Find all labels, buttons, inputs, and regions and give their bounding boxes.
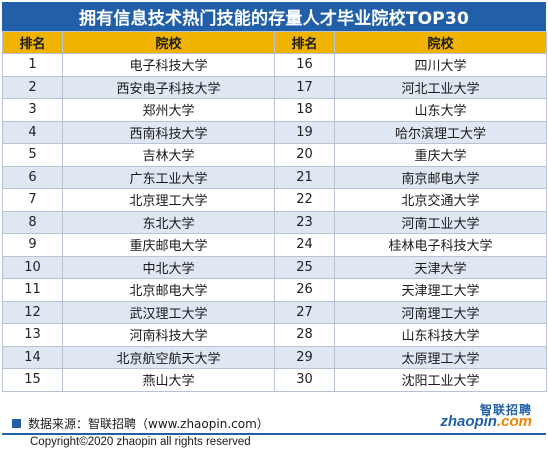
rank-cell: 7 [2,188,63,212]
school-cell: 太原理工大学 [334,345,547,369]
header-school-left: 院校 [62,31,275,54]
table-header-row: 排名 院校 排名 院校 [2,31,547,54]
rank-cell: 8 [2,210,63,234]
header-school-right: 院校 [334,31,547,54]
bullet-square-icon [12,418,21,428]
rank-cell: 12 [2,300,63,324]
rank-cell: 24 [274,233,335,257]
table-row: 2 西安电子科技大学 17 河北工业大学 [2,75,547,99]
rank-cell: 26 [274,278,335,302]
table-row: 6 广东工业大学 21 南京邮电大学 [2,165,547,189]
school-cell: 武汉理工大学 [62,300,275,324]
school-cell: 重庆大学 [334,143,547,167]
rank-cell: 2 [2,75,63,99]
school-cell: 北京邮电大学 [62,278,275,302]
logo-en-suffix: .com [496,413,532,430]
table-row: 7 北京理工大学 22 北京交通大学 [2,188,547,212]
rank-cell: 9 [2,233,63,257]
school-cell: 河南科技大学 [62,323,275,347]
school-cell: 电子科技大学 [62,53,275,77]
table-row: 13 河南科技大学 28 山东科技大学 [2,323,547,347]
school-cell: 重庆邮电大学 [62,233,275,257]
school-cell: 郑州大学 [62,98,275,122]
table-row: 9 重庆邮电大学 24 桂林电子科技大学 [2,233,547,257]
rank-cell: 14 [2,345,63,369]
rank-cell: 17 [274,75,335,99]
footer: 数据来源：智联招聘（www.zhaopin.com） 智联招聘 zhaopin.… [2,403,546,450]
logo-en-text: zhaopin.com [440,413,532,430]
school-cell: 吉林大学 [62,143,275,167]
rank-cell: 30 [274,368,335,392]
rank-cell: 25 [274,255,335,279]
rank-cell: 27 [274,300,335,324]
rank-cell: 3 [2,98,63,122]
school-cell: 山东大学 [334,98,547,122]
table-row: 12 武汉理工大学 27 河南理工大学 [2,300,547,324]
rank-cell: 21 [274,165,335,189]
copyright-text: Copyright©2020 zhaopin all rights reserv… [2,433,546,450]
table-row: 5 吉林大学 20 重庆大学 [2,143,547,167]
school-cell: 中北大学 [62,255,275,279]
rank-cell: 4 [2,120,63,144]
school-cell: 东北大学 [62,210,275,234]
school-cell: 河南工业大学 [334,210,547,234]
table-row: 10 中北大学 25 天津大学 [2,255,547,279]
school-cell: 西南科技大学 [62,120,275,144]
table-row: 14 北京航空航天大学 29 太原理工大学 [2,345,547,369]
source-line: 数据来源：智联招聘（www.zhaopin.com） [12,415,269,431]
table-body: 1 电子科技大学 16 四川大学 2 西安电子科技大学 17 河北工业大学 3 郑州大学 18 山东大… [2,53,547,392]
school-cell: 哈尔滨理工大学 [334,120,547,144]
zhaopin-logo: 智联招聘 zhaopin.com [420,401,532,435]
logo-en-main: zhaopin [440,413,497,430]
source-text: 数据来源：智联招聘（www.zhaopin.com） [28,416,269,431]
school-cell: 四川大学 [334,53,547,77]
rank-cell: 11 [2,278,63,302]
rank-cell: 15 [2,368,63,392]
header-rank-right: 排名 [274,31,335,54]
school-cell: 北京航空航天大学 [62,345,275,369]
table-row: 15 燕山大学 30 沈阳工业大学 [2,368,547,392]
table-row: 3 郑州大学 18 山东大学 [2,98,547,122]
table-row: 11 北京邮电大学 26 天津理工大学 [2,278,547,302]
rank-cell: 28 [274,323,335,347]
school-cell: 桂林电子科技大学 [334,233,547,257]
school-cell: 西安电子科技大学 [62,75,275,99]
rank-cell: 23 [274,210,335,234]
rank-cell: 20 [274,143,335,167]
table-row: 4 西南科技大学 19 哈尔滨理工大学 [2,120,547,144]
school-cell: 广东工业大学 [62,165,275,189]
table-row: 8 东北大学 23 河南工业大学 [2,210,547,234]
header-rank-left: 排名 [2,31,63,54]
school-cell: 天津理工大学 [334,278,547,302]
page-title: 拥有信息技术热门技能的存量人才毕业院校TOP30 [2,2,546,31]
school-cell: 河南理工大学 [334,300,547,324]
school-cell: 山东科技大学 [334,323,547,347]
rank-cell: 13 [2,323,63,347]
rank-cell: 19 [274,120,335,144]
rank-cell: 5 [2,143,63,167]
school-cell: 燕山大学 [62,368,275,392]
table-row: 1 电子科技大学 16 四川大学 [2,53,547,77]
school-cell: 南京邮电大学 [334,165,547,189]
rank-cell: 1 [2,53,63,77]
school-cell: 天津大学 [334,255,547,279]
rank-cell: 29 [274,345,335,369]
ranking-table: 排名 院校 排名 院校 1 电子科技大学 16 四川大学 2 西安电子科技大学 17 河北工业… [2,31,547,392]
logo-cn-text: 智联招聘 [479,403,532,417]
rank-cell: 22 [274,188,335,212]
school-cell: 北京交通大学 [334,188,547,212]
rank-cell: 6 [2,165,63,189]
school-cell: 沈阳工业大学 [334,368,547,392]
rank-cell: 10 [2,255,63,279]
rank-cell: 16 [274,53,335,77]
school-cell: 北京理工大学 [62,188,275,212]
rank-cell: 18 [274,98,335,122]
school-cell: 河北工业大学 [334,75,547,99]
